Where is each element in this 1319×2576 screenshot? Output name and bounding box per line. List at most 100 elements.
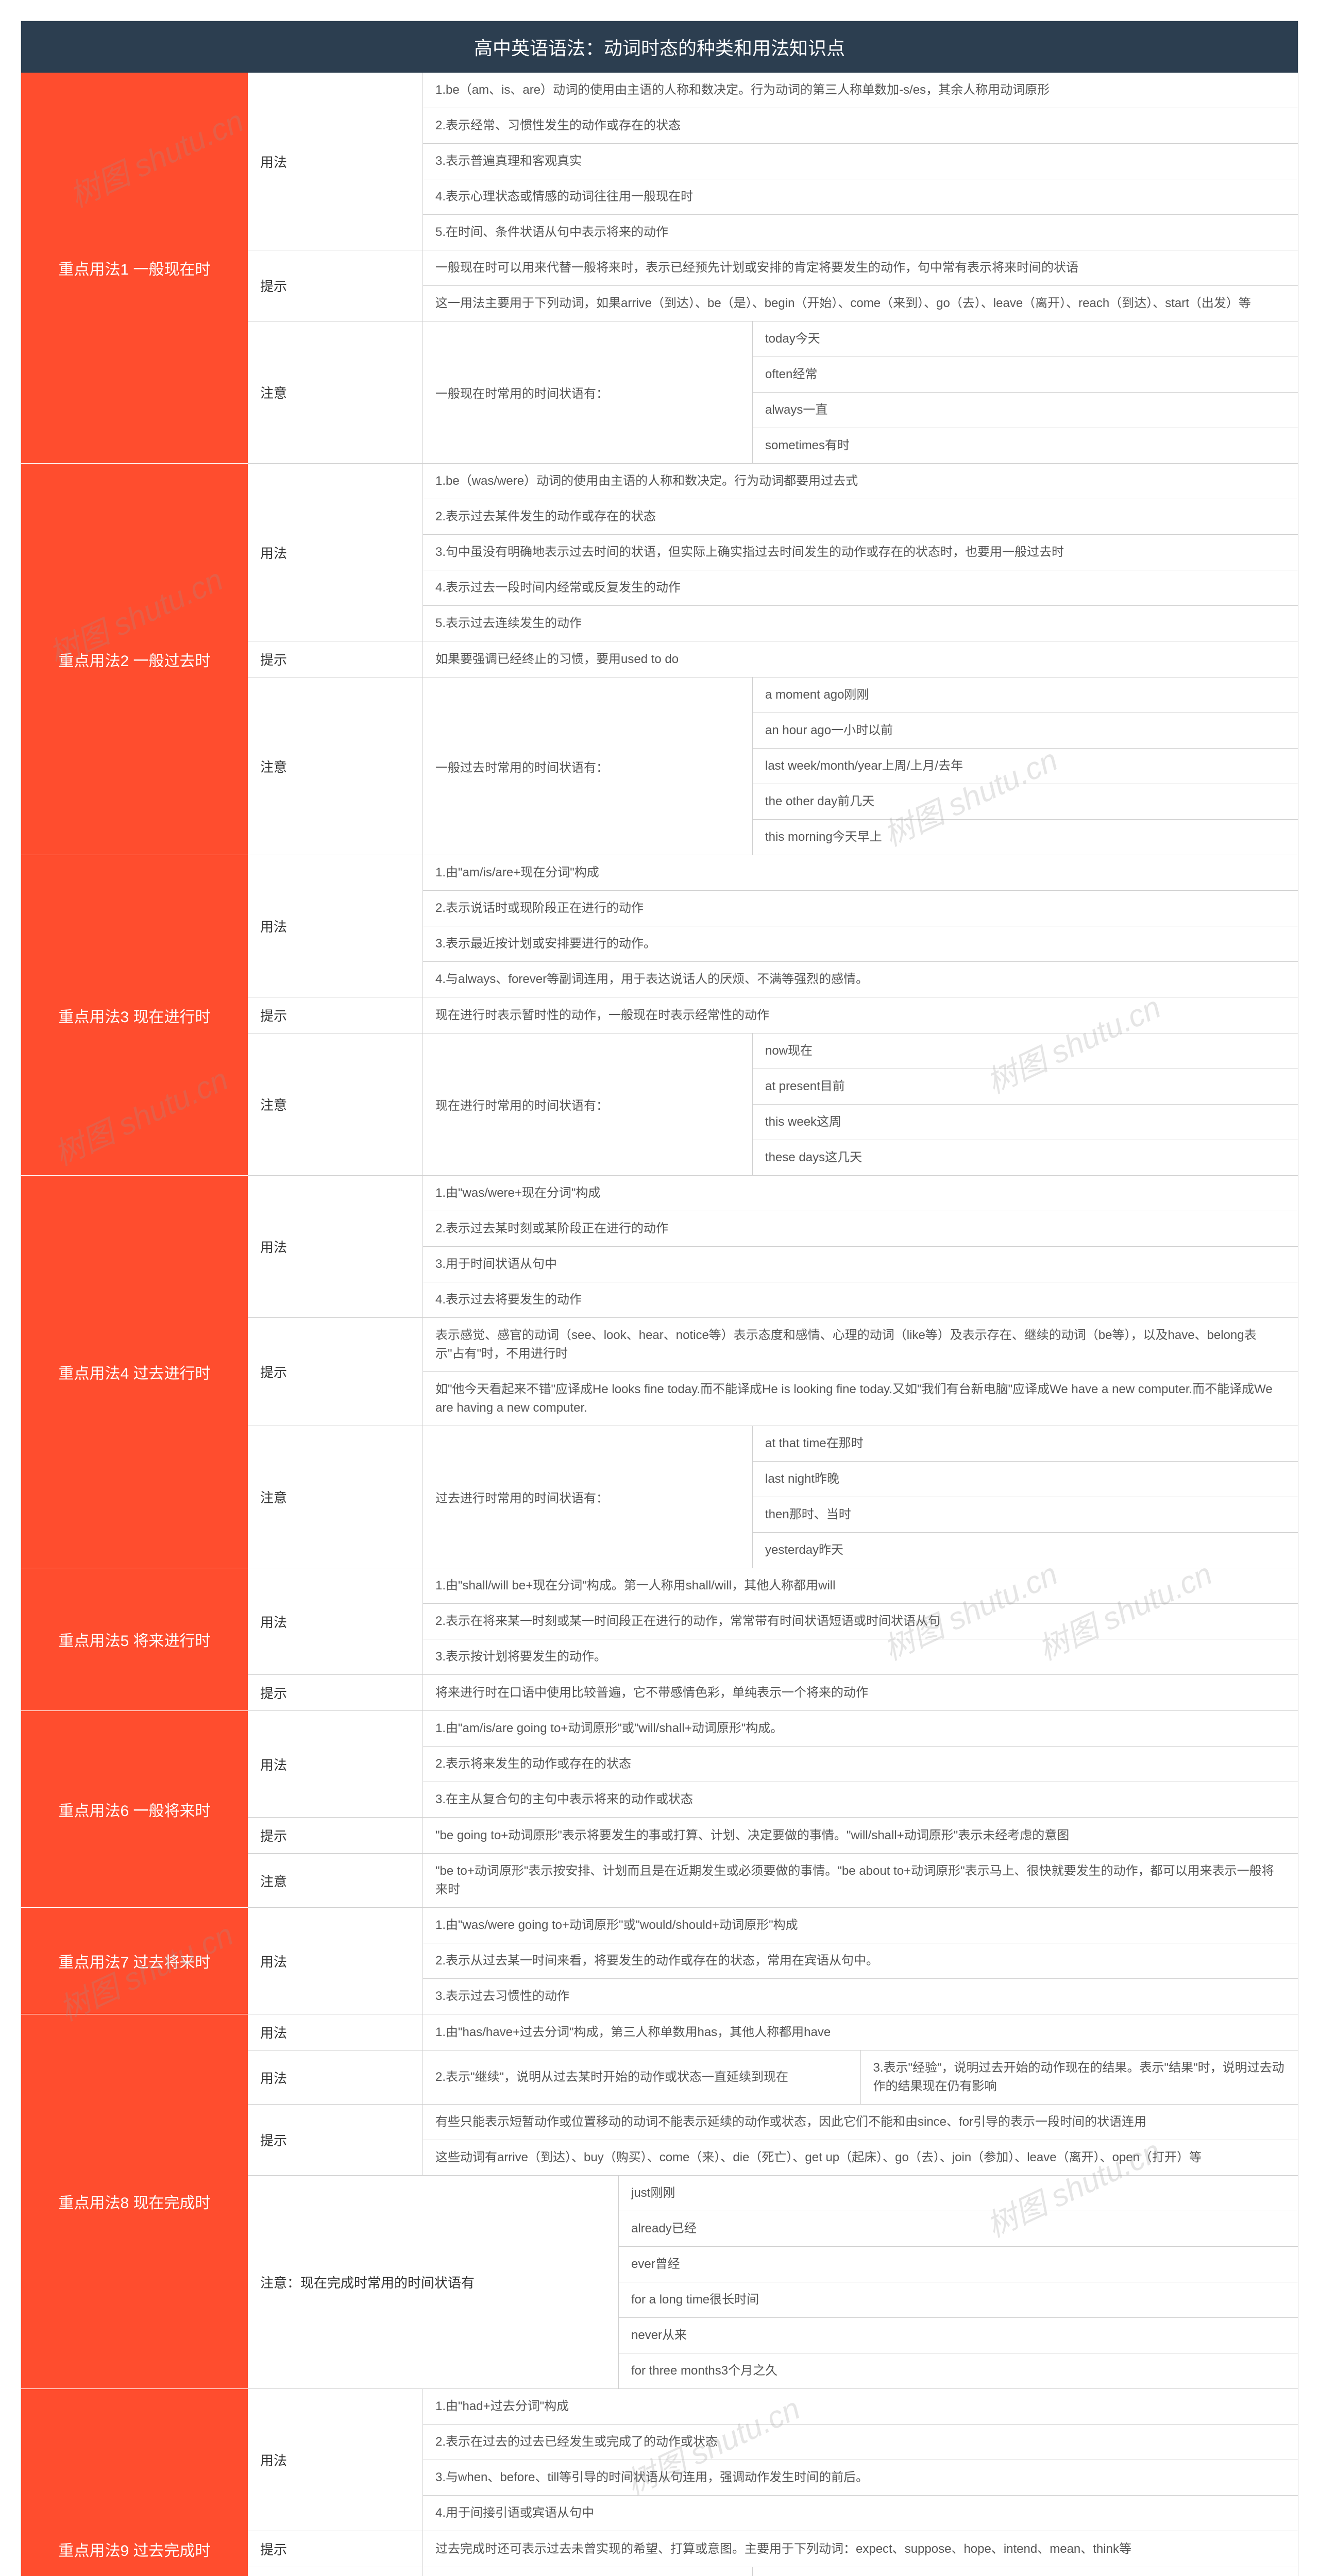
content-cell: 1.由"had+过去分词"构成	[423, 2389, 1298, 2425]
split-cell: 3.表示"经验"，说明过去开始的动作现在的结果。表示"结果"时，说明过去动作的结…	[861, 2050, 1298, 2105]
section-label: 提示	[248, 2105, 423, 2176]
content-cell: for a long time很长时间	[619, 2282, 1298, 2318]
section-row: 注意一般现在时常用的时间状语有：today今天often经常always一直so…	[248, 321, 1298, 464]
content-cell: 1.由"am/is/are+现在分词"构成	[423, 855, 1298, 891]
content-cell: 2.表示说话时或现阶段正在进行的动作	[423, 891, 1298, 926]
section-row: 注意过去完成时常用的时间状语有：just刚刚by then截止到那时by the…	[248, 2567, 1298, 2576]
section-body: just刚刚already已经ever曾经for a long time很长时间…	[619, 2176, 1298, 2389]
nested-body: today今天often经常always一直sometimes有时	[753, 321, 1298, 464]
nested-row: 现在进行时常用的时间状语有：now现在at present目前this week…	[423, 1033, 1298, 1176]
section-label: 提示	[248, 2531, 423, 2567]
content-cell: 这些动词有arrive（到达）、buy（购买）、come（来）、die（死亡）、…	[423, 2140, 1298, 2176]
tense-block: 重点用法2 一般过去时用法1.be（was/were）动词的使用由主语的人称和数…	[21, 464, 1298, 855]
tense-body: 用法1.由"am/is/are+现在分词"构成2.表示说话时或现阶段正在进行的动…	[248, 855, 1298, 1176]
content-cell: "be going to+动词原形"表示将要发生的事或打算、计划、决定要做的事情…	[423, 1818, 1298, 1854]
tense-label: 重点用法6 一般将来时	[21, 1711, 248, 1908]
section-row: 提示表示感觉、感官的动词（see、look、hear、notice等）表示态度和…	[248, 1318, 1298, 1426]
section-label: 注意	[248, 1033, 423, 1176]
section-body: 现在进行时表示暂时性的动作，一般现在时表示经常性的动作	[423, 997, 1298, 1033]
nested-body: just刚刚by then截止到那时by the end of...到.....…	[753, 2567, 1298, 2576]
content-cell: 4.与always、forever等副词连用，用于表达说话人的厌烦、不满等强烈的…	[423, 962, 1298, 997]
section-label: 用法	[248, 2014, 423, 2050]
section-row: 用法1.由"shall/will be+现在分词"构成。第一人称用shall/w…	[248, 1568, 1298, 1675]
content-cell: 2.表示在将来某一时刻或某一时间段正在进行的动作，常常带有时间状语短语或时间状语…	[423, 1604, 1298, 1639]
content-cell: often经常	[753, 357, 1298, 393]
tense-body: 用法1.由"was/were going to+动词原形"或"would/sho…	[248, 1908, 1298, 2014]
nested-body: at that time在那时last night昨晚then那时、当时yest…	[753, 1426, 1298, 1568]
content-cell: 4.表示心理状态或情感的动词往往用一般现在时	[423, 179, 1298, 215]
section-body: 过去完成时常用的时间状语有：just刚刚by then截止到那时by the e…	[423, 2567, 1298, 2576]
section-body: 1.be（am、is、are）动词的使用由主语的人称和数决定。行为动词的第三人称…	[423, 73, 1298, 250]
tense-label: 重点用法8 现在完成时	[21, 2014, 248, 2389]
section-row: 提示"be going to+动词原形"表示将要发生的事或打算、计划、决定要做的…	[248, 1818, 1298, 1854]
section-body: "be going to+动词原形"表示将要发生的事或打算、计划、决定要做的事情…	[423, 1818, 1298, 1854]
tense-label: 重点用法2 一般过去时	[21, 464, 248, 855]
section-row: 注意：现在完成时常用的时间状语有just刚刚already已经ever曾经for…	[248, 2176, 1298, 2389]
nested-row: 一般过去时常用的时间状语有：a moment ago刚刚an hour ago一…	[423, 677, 1298, 855]
section-body: 一般现在时可以用来代替一般将来时，表示已经预先计划或安排的肯定将要发生的动作，句…	[423, 250, 1298, 321]
content-cell: 将来进行时在口语中使用比较普遍，它不带感情色彩，单纯表示一个将来的动作	[423, 1675, 1298, 1711]
content-cell: these days这几天	[753, 1140, 1298, 1176]
tense-label: 重点用法9 过去完成时	[21, 2389, 248, 2576]
section-body: 1.由"was/were going to+动词原形"或"would/shoul…	[423, 1908, 1298, 2014]
section-row: 注意现在进行时常用的时间状语有：now现在at present目前this we…	[248, 1033, 1298, 1176]
section-body: 1.由"had+过去分词"构成2.表示在过去的过去已经发生或完成了的动作或状态3…	[423, 2389, 1298, 2531]
content-cell: for three months3个月之久	[619, 2353, 1298, 2389]
content-cell: 1.由"shall/will be+现在分词"构成。第一人称用shall/wil…	[423, 1568, 1298, 1604]
section-body: 2.表示"继续"，说明从过去某时开始的动作或状态一直延续到现在3.表示"经验"，…	[423, 2050, 1298, 2105]
content-cell: 1.be（am、is、are）动词的使用由主语的人称和数决定。行为动词的第三人称…	[423, 73, 1298, 108]
content-cell: at that time在那时	[753, 1426, 1298, 1462]
section-body: 如果要强调已经终止的习惯，要用used to do	[423, 641, 1298, 677]
tense-body: 用法1.be（am、is、are）动词的使用由主语的人称和数决定。行为动词的第三…	[248, 73, 1298, 464]
section-row: 提示如果要强调已经终止的习惯，要用used to do	[248, 641, 1298, 677]
content-cell: 过去完成时还可表示过去未曾实现的希望、打算或意图。主要用于下列动词：expect…	[423, 2531, 1298, 2567]
content-cell: an hour ago一小时以前	[753, 713, 1298, 749]
content-cell: 有些只能表示短暂动作或位置移动的动词不能表示延续的动作或状态，因此它们不能和由s…	[423, 2105, 1298, 2140]
content-cell: this week这周	[753, 1105, 1298, 1140]
section-body: 1.由"has/have+过去分词"构成，第三人称单数用has，其他人称都用ha…	[423, 2014, 1298, 2050]
content-cell: just刚刚	[753, 2567, 1298, 2576]
content-cell: 3.句中虽没有明确地表示过去时间的状语，但实际上确实指过去时间发生的动作或存在的…	[423, 535, 1298, 570]
tense-block: 重点用法6 一般将来时用法1.由"am/is/are going to+动词原形…	[21, 1711, 1298, 1908]
nested-row: 过去完成时常用的时间状语有：just刚刚by then截止到那时by the e…	[423, 2567, 1298, 2576]
content-cell: a moment ago刚刚	[753, 677, 1298, 713]
section-body: 过去进行时常用的时间状语有：at that time在那时last night昨…	[423, 1426, 1298, 1568]
content-cell: 3.表示普遍真理和客观真实	[423, 144, 1298, 179]
content-cell: 1.由"was/were going to+动词原形"或"would/shoul…	[423, 1908, 1298, 1943]
tense-label: 重点用法1 一般现在时	[21, 73, 248, 464]
section-label: 提示	[248, 1675, 423, 1711]
content-cell: 1.由"was/were+现在分词"构成	[423, 1176, 1298, 1211]
content-cell: now现在	[753, 1033, 1298, 1069]
tense-block: 重点用法9 过去完成时用法1.由"had+过去分词"构成2.表示在过去的过去已经…	[21, 2389, 1298, 2576]
content-cell: the other day前几天	[753, 784, 1298, 820]
section-body: "be to+动词原形"表示按安排、计划而且是在近期发生或必须要做的事情。"be…	[423, 1854, 1298, 1908]
section-body: 1.be（was/were）动词的使用由主语的人称和数决定。行为动词都要用过去式…	[423, 464, 1298, 641]
section-label: 提示	[248, 250, 423, 321]
content-cell: 如"他今天看起来不错"应译成He looks fine today.而不能译成H…	[423, 1372, 1298, 1426]
section-label: 用法	[248, 1711, 423, 1818]
section-label: 注意	[248, 321, 423, 464]
section-body: 一般现在时常用的时间状语有：today今天often经常always一直some…	[423, 321, 1298, 464]
content-cell: sometimes有时	[753, 428, 1298, 464]
content-cell: ever曾经	[619, 2247, 1298, 2282]
section-row: 注意过去进行时常用的时间状语有：at that time在那时last nigh…	[248, 1426, 1298, 1568]
section-body: 过去完成时还可表示过去未曾实现的希望、打算或意图。主要用于下列动词：expect…	[423, 2531, 1298, 2567]
nested-label: 一般现在时常用的时间状语有：	[423, 321, 753, 464]
section-row: 用法1.由"had+过去分词"构成2.表示在过去的过去已经发生或完成了的动作或状…	[248, 2389, 1298, 2531]
tense-body: 用法1.由"was/were+现在分词"构成2.表示过去某时刻或某阶段正在进行的…	[248, 1176, 1298, 1568]
section-body: 一般过去时常用的时间状语有：a moment ago刚刚an hour ago一…	[423, 677, 1298, 855]
section-row: 用法1.由"was/were going to+动词原形"或"would/sho…	[248, 1908, 1298, 2014]
tense-block: 重点用法3 现在进行时用法1.由"am/is/are+现在分词"构成2.表示说话…	[21, 855, 1298, 1176]
section-body: 现在进行时常用的时间状语有：now现在at present目前this week…	[423, 1033, 1298, 1176]
section-label: 提示	[248, 997, 423, 1033]
content-cell: 2.表示经常、习惯性发生的动作或存在的状态	[423, 108, 1298, 144]
tense-block: 重点用法4 过去进行时用法1.由"was/were+现在分词"构成2.表示过去某…	[21, 1176, 1298, 1568]
content-cell: 3.表示按计划将要发生的动作。	[423, 1639, 1298, 1675]
nested-label: 一般过去时常用的时间状语有：	[423, 677, 753, 855]
section-label: 用法	[248, 73, 423, 250]
nested-body: a moment ago刚刚an hour ago一小时以前last week/…	[753, 677, 1298, 855]
content-cell: 3.表示最近按计划或安排要进行的动作。	[423, 926, 1298, 962]
section-row: 用法1.由"was/were+现在分词"构成2.表示过去某时刻或某阶段正在进行的…	[248, 1176, 1298, 1318]
content-cell: 2.表示过去某时刻或某阶段正在进行的动作	[423, 1211, 1298, 1247]
content-cell: 2.表示将来发生的动作或存在的状态	[423, 1747, 1298, 1782]
